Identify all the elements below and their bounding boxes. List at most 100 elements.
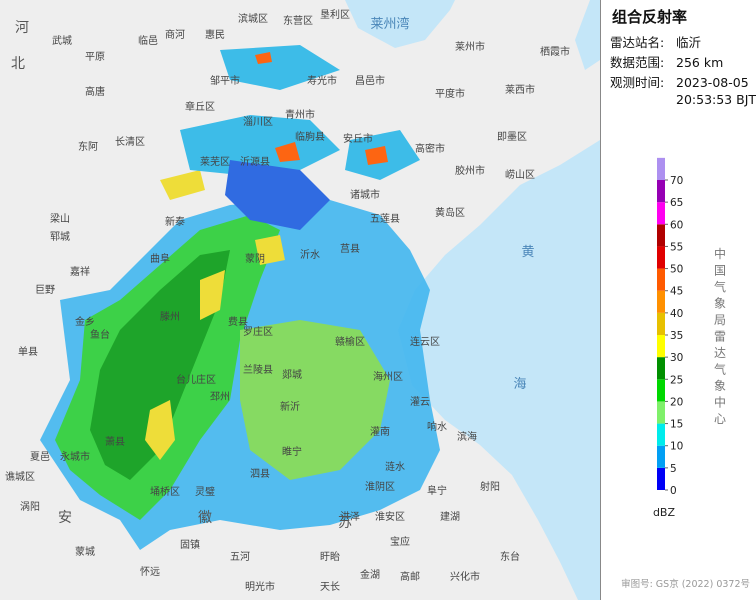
caption-char: 心	[714, 412, 726, 426]
place-label: 寿光市	[307, 74, 337, 87]
place-label: 洪泽	[340, 511, 360, 523]
time-label: 观测时间:	[610, 75, 664, 90]
place-label: 苏	[338, 515, 352, 531]
place-label: 泗县	[250, 468, 270, 480]
place-label: 梁山	[50, 212, 70, 225]
legend: 0 5 10 15 20 25 30 35 40 45 50 55 60 65 70	[657, 157, 683, 497]
place-label: 嘉祥	[70, 265, 90, 278]
legend-band	[657, 423, 665, 446]
place-label: 费县	[228, 315, 248, 328]
place-label: 海	[513, 377, 526, 392]
place-label: 安	[58, 510, 72, 526]
place-label: 射阳	[480, 481, 500, 493]
legend-unit: dBZ	[653, 506, 676, 519]
echo-darkgreen	[90, 250, 230, 480]
legend-band	[657, 335, 665, 358]
echo-north	[180, 45, 420, 180]
legend-tick-label: 5	[670, 463, 677, 475]
place-label: 平原	[85, 51, 105, 63]
place-label: 曲阜	[150, 252, 170, 265]
place-label: 淄川区	[243, 116, 273, 128]
legend-tick-label: 10	[670, 441, 683, 453]
place-label: 蒙城	[75, 545, 95, 558]
place-label: 诸城市	[350, 188, 380, 201]
place-label: 响水	[427, 420, 447, 433]
place-label: 淮安区	[375, 510, 405, 523]
legend-band	[657, 445, 665, 468]
place-label: 莱州市	[455, 40, 485, 53]
legend-tick-label: 65	[670, 197, 683, 209]
legend-tick-label: 35	[670, 330, 683, 342]
caption-char: 象	[714, 379, 726, 393]
place-label: 天长	[320, 581, 340, 593]
place-label: 埇桥区	[150, 486, 180, 498]
place-label: 金湖	[360, 568, 380, 581]
legend-band	[657, 224, 665, 247]
place-label: 罗庄区	[243, 325, 273, 338]
place-label: 惠民	[205, 28, 225, 41]
caption-char: 中	[714, 246, 726, 261]
echo-yellow	[145, 170, 285, 460]
place-label: 涟水	[385, 460, 405, 473]
place-label: 章丘区	[185, 100, 215, 113]
info-panel	[600, 0, 756, 600]
place-label: 青州市	[285, 108, 315, 121]
place-label: 东台	[500, 550, 520, 563]
place-label: 永城市	[60, 450, 90, 463]
place-label: 武城	[52, 34, 72, 47]
station: 临沂	[676, 35, 701, 50]
place-label: 崂山区	[505, 169, 535, 181]
place-label: 高邮	[400, 570, 420, 583]
place-label: 东营区	[283, 14, 313, 27]
place-label: 垦利区	[320, 9, 350, 21]
legend-band	[657, 202, 665, 225]
place-label: 夏邑	[30, 451, 50, 463]
place-label: 怀远	[140, 566, 160, 578]
legend-tick-label: 15	[670, 419, 683, 431]
place-label: 平度市	[435, 87, 465, 100]
place-label: 安丘市	[343, 132, 373, 145]
caption-char: 雷	[714, 330, 726, 344]
range-label: 数据范围:	[610, 55, 664, 70]
legend-tick-label: 70	[670, 175, 683, 187]
place-label: 海州区	[373, 370, 403, 383]
legend-band	[657, 312, 665, 335]
place-label: 郓城	[50, 231, 70, 243]
caption-char: 气	[714, 362, 726, 377]
place-label: 宝应	[390, 535, 410, 548]
sea	[398, 140, 600, 600]
place-label: 谯城区	[5, 470, 35, 483]
place-label: 莱西市	[505, 83, 535, 96]
place-label: 胶州市	[455, 164, 485, 177]
caption-char: 中	[714, 395, 726, 410]
place-label: 建湖	[440, 510, 460, 523]
place-label: 淮阴区	[365, 481, 395, 493]
place-label: 长清区	[115, 135, 145, 148]
legend-tick-label: 25	[670, 374, 683, 386]
place-label: 沂水	[300, 248, 320, 261]
radar-echo	[40, 45, 440, 550]
legend-band	[657, 268, 665, 291]
place-label: 灌南	[370, 425, 390, 438]
place-label: 滕州	[160, 310, 180, 323]
range: 256 km	[676, 55, 723, 70]
place-label: 高唐	[85, 85, 105, 98]
place-label: 即墨区	[497, 131, 527, 143]
place-label: 阜宁	[427, 484, 447, 497]
legend-band	[657, 290, 665, 313]
place-label: 兰陵县	[243, 363, 273, 376]
place-label: 萧县	[105, 436, 125, 448]
place-label: 睢宁	[282, 445, 302, 458]
place-label: 台儿庄区	[176, 373, 216, 386]
legend-tick-label: 0	[670, 485, 677, 497]
place-label: 莱芜区	[200, 155, 230, 168]
legend-tick-label: 45	[670, 286, 683, 298]
sea-north	[575, 0, 600, 70]
place-label: 明光市	[245, 580, 275, 593]
place-label: 涡阳	[20, 501, 40, 513]
place-label: 河	[15, 20, 29, 36]
legend-tick-label: 20	[670, 396, 683, 408]
place-label: 金乡	[75, 315, 95, 328]
legend-tick-label: 40	[670, 308, 683, 320]
